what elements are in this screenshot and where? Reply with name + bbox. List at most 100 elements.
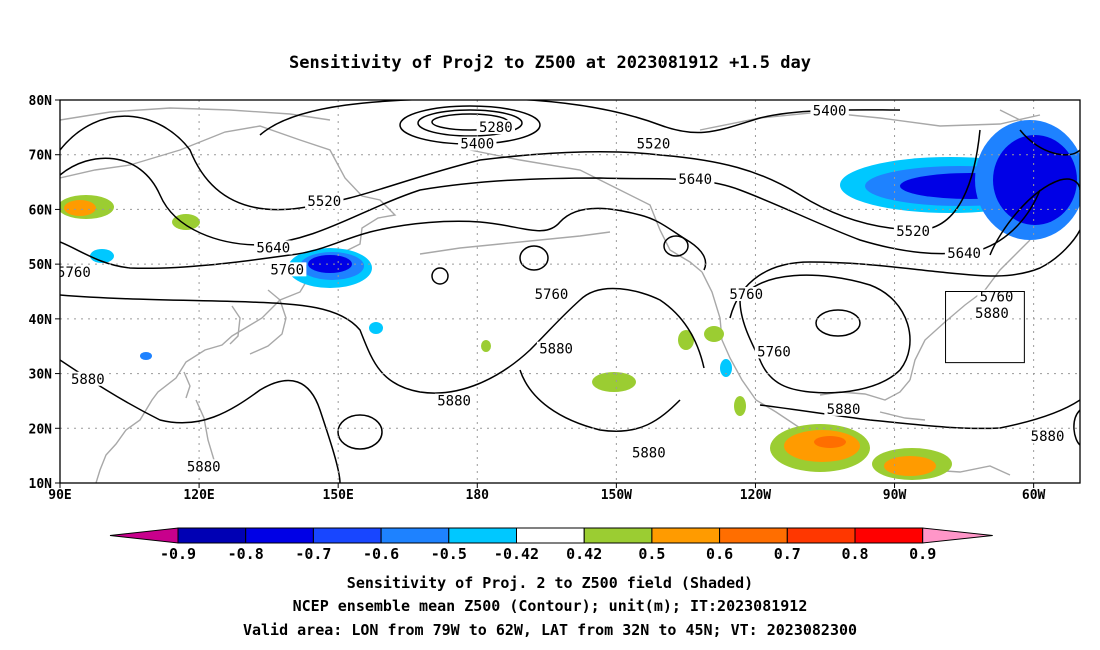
colorbar-level-label: 0.42 — [566, 545, 602, 563]
lon-tick-label: 180 — [466, 488, 490, 503]
contour-label: 5880 — [539, 342, 573, 358]
lat-tick-label: 10N — [29, 477, 53, 492]
contour-label: 5400 — [460, 137, 494, 153]
contour-label: 5520 — [307, 194, 341, 210]
contour-high-center — [815, 309, 861, 337]
colorbar-high-extend — [922, 527, 993, 544]
map-frame — [59, 99, 1081, 484]
contour-label-bg — [254, 240, 293, 255]
contour-label: 5880 — [437, 394, 471, 410]
valid-area-box — [945, 291, 1025, 364]
contour-label-bg — [824, 401, 863, 416]
contour-label: 5880 — [975, 306, 1009, 322]
contour-label-bg — [944, 245, 984, 260]
contour-label-bg — [476, 120, 516, 135]
lon-tick-label: 120E — [183, 488, 214, 503]
contour-5880-west — [60, 287, 705, 394]
lat-lon-grid — [60, 100, 1080, 483]
colorbar-box — [583, 527, 653, 544]
coast-philippines — [195, 399, 215, 461]
footer-line-3: Valid area: LON from 79W to 62W, LAT fro… — [243, 621, 857, 639]
colorbar-level-label: 0.5 — [638, 545, 665, 563]
coast-japan — [249, 289, 287, 355]
colorbar-box — [380, 527, 450, 544]
colorbar-low-extend — [109, 527, 179, 544]
lat-tick-label: 20N — [29, 422, 53, 437]
lat-tick-label: 50N — [29, 258, 53, 273]
contour-label-bg — [754, 344, 794, 359]
colorbar-box — [448, 527, 517, 544]
contour-label-bg — [675, 172, 715, 187]
contour-label-bg — [726, 286, 766, 301]
contour-5520 — [60, 115, 981, 231]
contour-label: 5520 — [896, 224, 930, 240]
contour-label-bg — [60, 265, 94, 280]
contour-label-bg — [536, 341, 576, 356]
contour-5400 — [259, 100, 901, 136]
footer-line-2: NCEP ensemble mean Z500 (Contour); unit(… — [293, 597, 808, 615]
lon-tick-label: 150W — [601, 488, 632, 503]
colorbar-box — [177, 527, 247, 544]
contour-labels: 5280540054005520552055205640564056405760… — [60, 103, 1067, 475]
colorbar-level-label: 0.7 — [774, 545, 801, 563]
contour-label-bg — [184, 459, 223, 474]
lat-tick-label: 80N — [29, 94, 53, 109]
colorbar-level-label: 0.8 — [841, 545, 868, 563]
coast-korea — [229, 305, 241, 345]
lon-tick-label: 120W — [740, 488, 771, 503]
lon-tick-label: 90W — [883, 488, 907, 503]
colorbar-level-label: -0.8 — [228, 545, 264, 563]
coast-aleutians — [419, 231, 611, 255]
colorbar-box — [651, 527, 721, 544]
colorbar-level-label: 0.9 — [909, 545, 936, 563]
coast-cuba — [879, 411, 926, 421]
contour-label: 5280 — [479, 120, 513, 136]
map-panel: 5280540054005520552055205640564056405760… — [59, 99, 1081, 484]
contour-label-bg — [977, 289, 1016, 304]
contour-label: 5880 — [827, 402, 861, 418]
colorbar-level-label: -0.7 — [295, 545, 331, 563]
contour-label: 5760 — [980, 290, 1014, 306]
coast-arctic-asia — [60, 107, 331, 121]
contour-5640 — [60, 157, 1041, 255]
lat-tick-label: 30N — [29, 368, 53, 383]
footer-line-1: Sensitivity of Proj. 2 to Z500 field (Sh… — [347, 574, 753, 592]
contour-label-bg — [893, 224, 933, 239]
contour-label: 5760 — [757, 344, 791, 360]
contour-label-bg — [1028, 429, 1067, 444]
contour-label: 5400 — [813, 104, 847, 120]
contour-label: 5880 — [1031, 429, 1065, 445]
contour-label-bg — [458, 136, 497, 151]
lon-tick-label: 90E — [48, 488, 71, 503]
colorbar-level-label: -0.5 — [431, 545, 467, 563]
contour-label-bg — [810, 103, 849, 118]
colorbar: -0.9 -0.8 -0.7 -0.6 -0.5 -0.42 0.42 0.5 0.6 0.7 0.… — [109, 527, 993, 563]
colorbar-level-label: -0.6 — [363, 545, 399, 563]
contour-5760-loop — [519, 245, 549, 271]
contour-5880-caribbean — [759, 399, 1080, 430]
contour-5880-central — [519, 369, 681, 432]
figure-title: Sensitivity of Proj2 to Z500 at 20230819… — [289, 53, 811, 73]
colorbar-box — [245, 527, 314, 544]
colorbar-box — [854, 527, 924, 544]
colorbar-box — [312, 527, 382, 544]
shade-green-pacific — [592, 372, 636, 392]
contour-label-bg — [629, 445, 669, 460]
contour-label-bg — [68, 371, 108, 386]
sensitivity-shading — [60, 120, 1080, 480]
coast-taiwan — [183, 371, 191, 399]
lat-tick-label: 40N — [29, 313, 53, 328]
colorbar-level-label: 0.6 — [706, 545, 733, 563]
contour-5760-east — [729, 229, 1080, 319]
z500-contours — [60, 100, 1080, 483]
lon-tick-label: 60W — [1022, 488, 1046, 503]
contour-label: 5640 — [256, 240, 290, 256]
coast-alaska — [469, 149, 703, 273]
contour-label: 5640 — [678, 172, 712, 188]
lat-tick-label: 60N — [29, 203, 53, 218]
contour-label-bg — [634, 136, 673, 151]
colorbar-level-label: -0.9 — [160, 545, 196, 563]
contour-5880-east — [739, 274, 911, 394]
